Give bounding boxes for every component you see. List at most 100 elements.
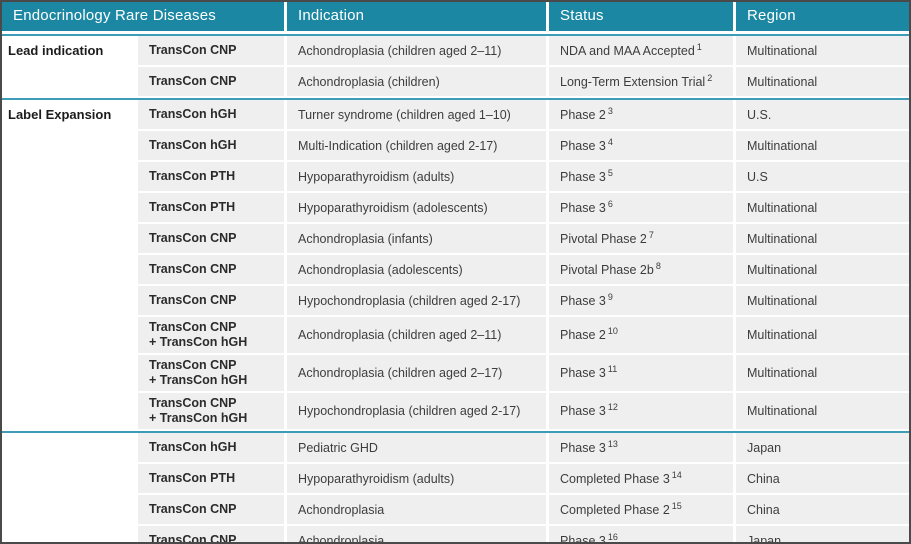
table-row: TransCon CNP + TransCon hGH Achondroplasi… bbox=[2, 317, 909, 353]
product-cell: TransCon hGH bbox=[138, 131, 284, 160]
footnote-superscript: 15 bbox=[671, 500, 682, 511]
category-cell bbox=[2, 317, 135, 353]
indication-cell: Pediatric GHD bbox=[287, 433, 546, 462]
category-cell bbox=[2, 67, 135, 96]
category-cell bbox=[2, 286, 135, 315]
product-cell: TransCon CNP bbox=[138, 255, 284, 284]
status-text: Phase 3 bbox=[560, 169, 606, 184]
product-cell: TransCon hGH bbox=[138, 100, 284, 129]
category-cell bbox=[2, 355, 135, 391]
footnote-superscript: 9 bbox=[607, 291, 613, 302]
column-header-indication: Indication bbox=[287, 2, 546, 31]
status-cell: Phase 3 12 bbox=[549, 393, 733, 429]
footnote-superscript: 4 bbox=[607, 136, 613, 147]
indication-cell: Multi-Indication (children aged 2-17) bbox=[287, 131, 546, 160]
indication-cell: Hypochondroplasia (children aged 2-17) bbox=[287, 286, 546, 315]
table-row: TransCon hGH Pediatric GHD Phase 3 13 Jap… bbox=[2, 433, 909, 462]
status-text: Completed Phase 2 bbox=[560, 502, 670, 517]
status-text: Long-Term Extension Trial bbox=[560, 74, 706, 89]
status-text: Phase 3 bbox=[560, 440, 606, 455]
status-text: Phase 3 bbox=[560, 366, 606, 380]
product-cell: TransCon CNP bbox=[138, 224, 284, 253]
product-cell: TransCon PTH bbox=[138, 464, 284, 493]
footnote-superscript: 16 bbox=[607, 531, 618, 542]
category-cell bbox=[2, 131, 135, 160]
indication-cell: Achondroplasia (children aged 2–11) bbox=[287, 317, 546, 353]
region-cell: Multinational bbox=[736, 317, 909, 353]
category-cell: Label Expansion bbox=[2, 100, 135, 129]
region-cell: Multinational bbox=[736, 193, 909, 222]
product-cell: TransCon PTH bbox=[138, 193, 284, 222]
region-cell: Multinational bbox=[736, 355, 909, 391]
status-text: Phase 3 bbox=[560, 404, 606, 418]
product-cell: TransCon PTH bbox=[138, 162, 284, 191]
region-cell: Multinational bbox=[736, 36, 909, 65]
region-cell: U.S bbox=[736, 162, 909, 191]
region-cell: Japan bbox=[736, 433, 909, 462]
table-row: TransCon CNP Achondroplasia (adolescents… bbox=[2, 255, 909, 284]
footnote-superscript: 6 bbox=[607, 198, 613, 209]
product-cell: TransCon CNP bbox=[138, 286, 284, 315]
status-text: Phase 3 bbox=[560, 533, 606, 544]
indication-cell: Hypoparathyroidism (adolescents) bbox=[287, 193, 546, 222]
table-row: TransCon CNP Achondroplasia (infants) Pi… bbox=[2, 224, 909, 253]
status-text: Phase 2 bbox=[560, 107, 606, 122]
indication-cell: Achondroplasia bbox=[287, 526, 546, 542]
category-cell bbox=[2, 193, 135, 222]
category-cell bbox=[2, 433, 135, 462]
footnote-superscript: 7 bbox=[648, 229, 654, 240]
footnote-superscript: 13 bbox=[607, 438, 618, 449]
table-row: Label Expansion TransCon hGH Turner synd… bbox=[2, 100, 909, 129]
category-cell bbox=[2, 464, 135, 493]
status-text: Phase 3 bbox=[560, 200, 606, 215]
pipeline-group: Label Expansion TransCon hGH Turner synd… bbox=[2, 98, 909, 429]
table-row: TransCon PTH Hypoparathyroidism (adolesc… bbox=[2, 193, 909, 222]
footnote-superscript: 1 bbox=[696, 41, 702, 52]
product-cell: TransCon CNP bbox=[138, 67, 284, 96]
status-text: Completed Phase 3 bbox=[560, 471, 670, 486]
status-text: Pivotal Phase 2 bbox=[560, 231, 647, 246]
column-header-region: Region bbox=[736, 2, 909, 31]
status-cell: Phase 3 13 bbox=[549, 433, 733, 462]
product-cell: TransCon CNP bbox=[138, 36, 284, 65]
status-text: Phase 3 bbox=[560, 138, 606, 153]
status-cell: Long-Term Extension Trial 2 bbox=[549, 67, 733, 96]
category-cell bbox=[2, 162, 135, 191]
category-cell bbox=[2, 393, 135, 429]
table-row: TransCon CNP + TransCon hGH Achondroplasi… bbox=[2, 355, 909, 391]
indication-cell: Achondroplasia (children) bbox=[287, 67, 546, 96]
footnote-superscript: 14 bbox=[671, 469, 682, 480]
product-cell: TransCon hGH bbox=[138, 433, 284, 462]
status-cell: Completed Phase 2 15 bbox=[549, 495, 733, 524]
table-row: TransCon PTH Hypoparathyroidism (adults)… bbox=[2, 162, 909, 191]
table-row: TransCon CNP Achondroplasia Completed Ph… bbox=[2, 495, 909, 524]
table-row: TransCon hGH Multi-Indication (children … bbox=[2, 131, 909, 160]
table-row: Lead indication TransCon CNP Achondropla… bbox=[2, 36, 909, 65]
table-row: TransCon CNP Hypochondroplasia (children… bbox=[2, 286, 909, 315]
footnote-superscript: 5 bbox=[607, 167, 613, 178]
indication-cell: Achondroplasia (adolescents) bbox=[287, 255, 546, 284]
indication-cell: Achondroplasia bbox=[287, 495, 546, 524]
section-title: Endocrinology Rare Diseases bbox=[2, 2, 284, 31]
pipeline-group: Lead indication TransCon CNP Achondropla… bbox=[2, 34, 909, 96]
table-row: TransCon CNP Achondroplasia (children) L… bbox=[2, 67, 909, 96]
product-cell: TransCon CNP bbox=[138, 495, 284, 524]
table-row: TransCon CNP Achondroplasia Phase 3 16 Ja… bbox=[2, 526, 909, 544]
status-cell: NDA and MAA Accepted 1 bbox=[549, 36, 733, 65]
status-cell: Completed Phase 3 14 bbox=[549, 464, 733, 493]
status-cell: Phase 2 10 bbox=[549, 317, 733, 353]
table-row: TransCon CNP + TransCon hGH Hypochondropl… bbox=[2, 393, 909, 429]
region-cell: U.S. bbox=[736, 100, 909, 129]
section-groups: Lead indication TransCon CNP Achondropla… bbox=[2, 34, 909, 544]
indication-cell: Achondroplasia (children aged 2–17) bbox=[287, 355, 546, 391]
region-cell: Multinational bbox=[736, 255, 909, 284]
region-cell: China bbox=[736, 464, 909, 493]
product-cell: TransCon CNP + TransCon hGH bbox=[138, 355, 284, 391]
indication-cell: Achondroplasia (infants) bbox=[287, 224, 546, 253]
indication-cell: Hypochondroplasia (children aged 2-17) bbox=[287, 393, 546, 429]
